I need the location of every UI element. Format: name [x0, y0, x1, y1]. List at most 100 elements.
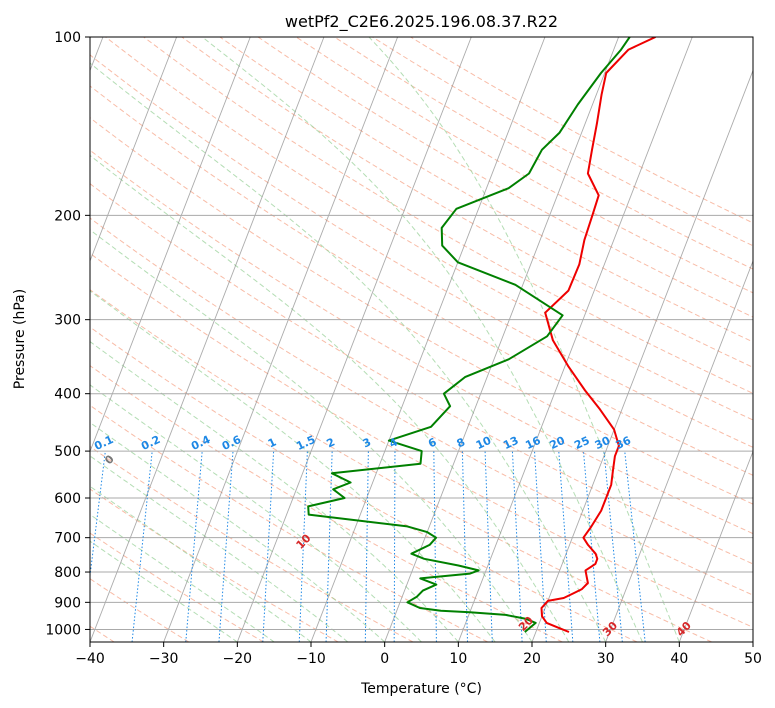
y-tick-label: 600	[54, 491, 81, 507]
mixing-ratio-line	[582, 451, 601, 642]
mixing-ratio-line	[364, 451, 369, 642]
dry-adiabat	[257, 37, 753, 318]
y-tick-label: 700	[54, 531, 81, 547]
x-tick-label: 20	[523, 651, 541, 667]
y-tick-label: 300	[54, 313, 81, 329]
dry-adiabat	[90, 149, 753, 535]
dry-adiabat-label: 40	[674, 619, 694, 639]
dry-adiabat	[90, 445, 414, 642]
mixing-ratio-line	[218, 451, 234, 642]
dry-adiabat-label: 30	[600, 619, 620, 639]
mixing-ratio-label: 0.4	[189, 433, 212, 453]
dry-adiabat	[90, 404, 488, 642]
x-tick-label: 40	[670, 651, 688, 667]
moist-adiabat	[90, 455, 349, 642]
moist-adiabat	[90, 421, 386, 642]
moist-adiabat	[90, 513, 275, 642]
x-tick-label: 30	[597, 651, 615, 667]
y-tick-label: 900	[54, 595, 81, 611]
moist-adiabat	[90, 384, 422, 642]
isotherm	[531, 69, 753, 642]
x-axis-label: Temperature (°C)	[360, 681, 482, 697]
isotherm	[90, 37, 178, 263]
isotherm	[605, 259, 753, 642]
y-axis-label: Pressure (hPa)	[12, 289, 28, 389]
chart-title: wetPf2_C2E6.2025.196.08.37.R22	[285, 12, 558, 32]
mixing-ratio-label: 1	[266, 435, 278, 450]
isotherm	[236, 37, 472, 642]
mixing-ratio-line	[624, 451, 646, 642]
moist-adiabat	[90, 290, 496, 642]
isotherm	[90, 37, 251, 453]
dry-adiabat	[90, 183, 753, 565]
mixing-ratio-label: 30	[593, 434, 613, 452]
y-tick-label: 800	[54, 565, 81, 581]
moist-adiabat	[90, 540, 238, 642]
y-tick-label: 400	[54, 387, 81, 403]
moist-adiabat	[90, 341, 459, 642]
isotherm	[678, 450, 753, 642]
series-layer	[307, 37, 656, 633]
dry-adiabat	[90, 488, 339, 642]
dry-adiabat	[90, 54, 753, 448]
dewpoint-line	[307, 37, 631, 633]
isotherm	[310, 37, 546, 642]
y-tick-label: 1000	[45, 622, 81, 638]
y-tick-label: 100	[54, 30, 81, 46]
x-tick-label: −40	[75, 651, 105, 667]
dry-adiabat-label: 0	[102, 452, 117, 467]
moist-adiabat	[90, 62, 607, 642]
isotherm	[163, 37, 399, 642]
mixing-ratio-label: 13	[501, 434, 520, 452]
mixing-ratio-line	[511, 451, 523, 642]
moist-adiabat	[90, 485, 312, 642]
y-tick-label: 500	[54, 444, 81, 460]
dry-adiabat	[90, 578, 190, 642]
dry-adiabat	[105, 37, 753, 421]
mixing-ratio-line	[393, 451, 396, 642]
mixing-ratio-line	[461, 451, 469, 642]
x-tick-label: −30	[149, 651, 179, 667]
y-tick-label: 200	[54, 208, 81, 224]
axis-layer: −40 −30 −20 −10 0 10 20 30 40 5010020030040050060…	[45, 30, 762, 667]
mixing-ratio-line	[185, 451, 203, 642]
dry-adiabat	[90, 289, 712, 642]
x-tick-label: −10	[296, 651, 326, 667]
mixing-ratio-line	[325, 451, 333, 642]
x-tick-label: −20	[223, 651, 253, 667]
dry-adiabat	[334, 37, 753, 270]
mixing-ratio-label: 1.5	[294, 433, 317, 453]
moist-adiabat	[90, 229, 533, 642]
mixing-ratio-line	[433, 451, 437, 642]
moist-adiabat	[201, 37, 643, 642]
isotherm	[752, 640, 753, 642]
isotherm	[384, 37, 620, 642]
mixing-ratio-label: 25	[572, 434, 591, 452]
dry-adiabat-label: 10	[294, 531, 314, 551]
mixing-ratio-line	[262, 451, 275, 642]
mixing-ratio-line	[90, 451, 106, 580]
mixing-ratio-line	[558, 451, 574, 642]
dry-adiabat	[181, 37, 753, 368]
dry-adiabat	[90, 217, 753, 596]
mixing-ratio-label: 10	[474, 434, 494, 452]
isotherm	[90, 37, 325, 642]
isotherm	[457, 37, 693, 642]
temperature-line	[540, 37, 656, 633]
mixing-ratio-line	[603, 451, 623, 642]
mixing-ratio-line	[484, 451, 493, 642]
x-tick-label: 10	[449, 651, 467, 667]
plot-frame	[89, 36, 754, 643]
mixing-ratio-label: 2	[324, 435, 336, 450]
mixing-ratio-label: 0.2	[139, 433, 162, 453]
mixing-ratio-label: 36	[614, 434, 634, 452]
mixing-ratio-label: 16	[523, 434, 543, 452]
grid-layer	[90, 37, 753, 642]
mixing-ratio-line	[131, 451, 153, 642]
x-tick-label: 50	[744, 651, 762, 667]
dry-adiabat	[90, 532, 264, 642]
mixing-ratio-label: 20	[548, 434, 568, 452]
line-label-layer: 0.1 0.2 0.4 0.6 1 1.5 2 3 4 6 8 10 13 16 20 25 30 3601020…	[92, 433, 694, 639]
x-tick-label: 0	[380, 651, 389, 667]
